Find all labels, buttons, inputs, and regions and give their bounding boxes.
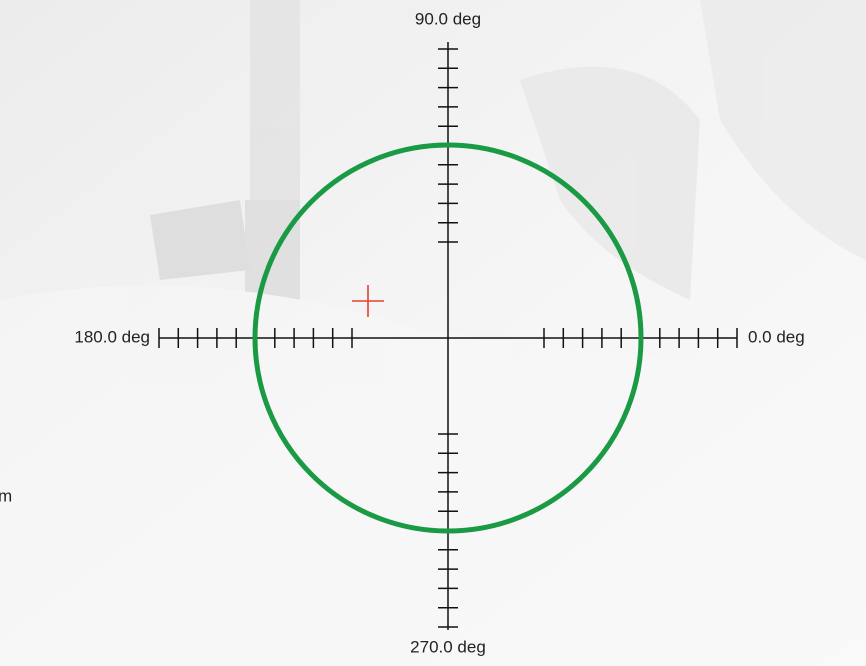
target-circle — [252, 142, 644, 534]
position-marker — [352, 285, 384, 317]
label-bottom: 270.0 deg — [410, 637, 486, 656]
label-top: 90.0 deg — [415, 9, 481, 28]
label-right: 0.0 deg — [748, 327, 805, 346]
label-left: 180.0 deg — [74, 327, 150, 346]
side-text: m — [0, 486, 12, 505]
